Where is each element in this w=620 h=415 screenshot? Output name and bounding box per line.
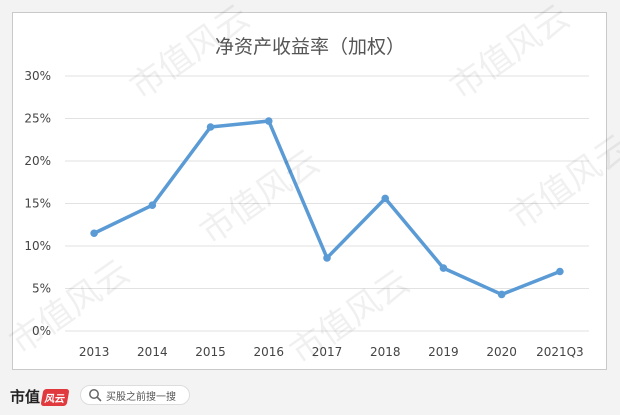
data-point: [148, 201, 157, 209]
data-point: [497, 290, 506, 299]
chart-frame: 净资产收益率（加权） 0% 5% 10% 15% 20% 25% 30% 2013 2014 2…: [12, 12, 607, 370]
y-tick-label: 10%: [24, 239, 51, 253]
x-axis-ticks: 2013 2014 2015 2016 2017 2018 2019 2020 2021Q3: [79, 345, 584, 359]
brand-mark: 风云: [40, 389, 70, 406]
footer: 市值 风云 买股之前搜一搜: [0, 378, 620, 415]
x-tick-label: 2014: [137, 345, 168, 359]
data-point: [381, 194, 390, 203]
x-tick-label: 2018: [370, 345, 401, 359]
search-box[interactable]: 买股之前搜一搜: [80, 385, 190, 405]
search-icon: [89, 389, 102, 402]
data-point: [206, 123, 215, 131]
x-tick-label: 2013: [79, 345, 110, 359]
y-tick-label: 15%: [24, 197, 51, 211]
line-chart: 净资产收益率（加权） 0%5%10%15%20%25%30% 2013 2014 2…: [24, 36, 589, 359]
series-line: [93, 119, 561, 297]
series-layer: [90, 117, 564, 299]
y-tick-label: 20%: [24, 154, 51, 168]
x-tick-label: 2020: [486, 345, 517, 359]
y-tick-label: 25%: [24, 112, 51, 126]
brand-name: 市值: [10, 388, 41, 406]
data-point: [90, 229, 98, 238]
data-point: [264, 117, 273, 125]
y-tick-label: 0%: [32, 324, 51, 338]
x-tick-label: 2016: [254, 345, 285, 359]
data-point: [323, 254, 331, 262]
y-tick-label: 30%: [24, 69, 51, 83]
x-tick-label: 2017: [312, 345, 343, 359]
data-point: [556, 267, 564, 276]
y-axis-ticks: 0% 5% 10% 15% 20% 25% 30%: [24, 69, 51, 338]
x-tick-label: 2021Q3: [536, 345, 584, 359]
chart-title: 净资产收益率（加权）: [215, 36, 405, 58]
brand-logo: 市值 风云: [10, 386, 70, 407]
y-tick-label: 5%: [32, 282, 51, 296]
search-placeholder: 买股之前搜一搜: [106, 391, 176, 403]
x-tick-label: 2019: [428, 345, 459, 359]
data-point: [439, 264, 448, 272]
x-tick-label: 2015: [195, 345, 226, 359]
